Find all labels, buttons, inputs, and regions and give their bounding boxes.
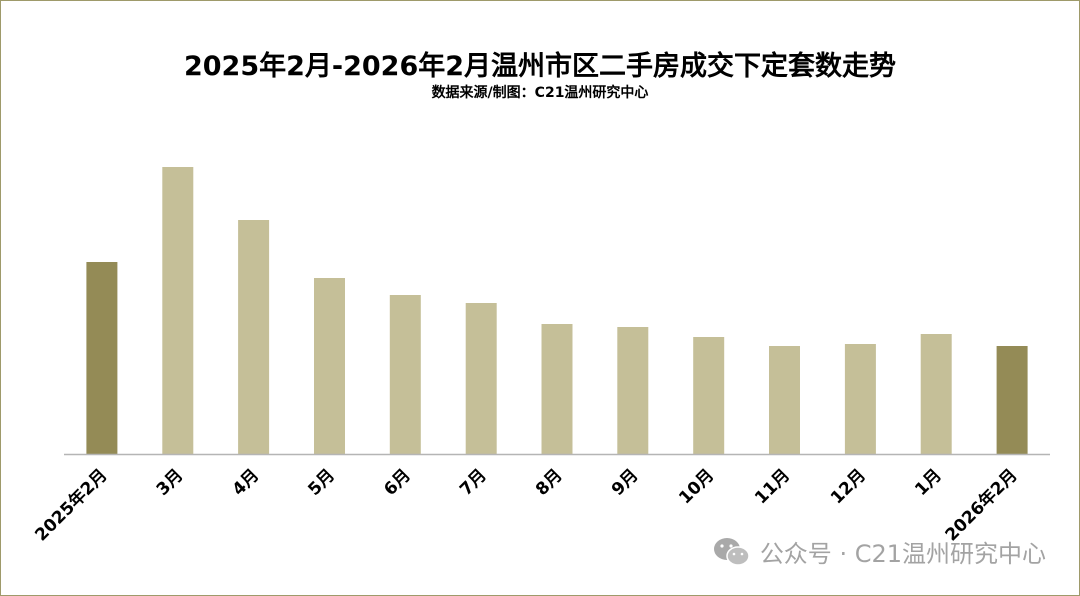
x-tick-label-11: 1月	[911, 465, 946, 500]
bar-3	[314, 278, 345, 454]
x-tick-label-2: 4月	[229, 465, 264, 500]
bar-4	[389, 295, 421, 454]
watermark-text: 公众号 · C21温州研究中心	[759, 540, 1046, 568]
x-tick-label-8: 10月	[675, 465, 718, 508]
bar-12	[996, 346, 1028, 454]
x-tick-label-9: 11月	[751, 465, 794, 508]
bar-1	[162, 167, 194, 454]
x-tick-label-3: 5月	[304, 465, 339, 500]
watermark: 公众号 · C21温州研究中心	[712, 534, 1046, 569]
bar-0	[86, 262, 118, 454]
x-tick-label-6: 8月	[532, 465, 567, 500]
bar-9	[769, 346, 800, 454]
bar-6	[541, 324, 573, 454]
bar-2	[238, 220, 270, 454]
bar-10	[844, 344, 876, 454]
x-tick-label-4: 6月	[380, 465, 415, 500]
bars-group	[86, 167, 1028, 454]
chart-title: 2025年2月-2026年2月温州市区二手房成交下定套数走势	[183, 51, 897, 82]
wechat-icon	[713, 537, 750, 566]
x-tick-label-5: 7月	[456, 465, 491, 500]
x-tick-label-7: 9月	[608, 465, 643, 500]
x-tick-label-10: 12月	[827, 465, 870, 508]
x-tick-label-1: 3月	[153, 465, 188, 500]
bar-11	[920, 334, 952, 454]
chart-subtitle: 数据来源/制图：C21温州研究中心	[431, 85, 649, 101]
x-tick-label-0: 2025年2月	[31, 465, 112, 546]
bar-5	[465, 303, 497, 454]
bar-8	[693, 337, 725, 454]
bar-7	[617, 327, 649, 454]
